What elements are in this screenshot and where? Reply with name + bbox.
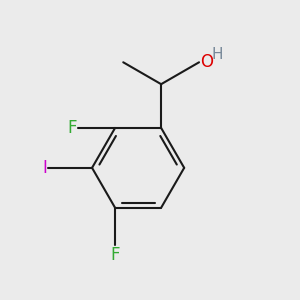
Text: F: F [67, 119, 76, 137]
Text: F: F [110, 246, 120, 264]
Text: I: I [42, 159, 47, 177]
Text: O: O [200, 53, 214, 71]
Text: H: H [212, 47, 223, 62]
